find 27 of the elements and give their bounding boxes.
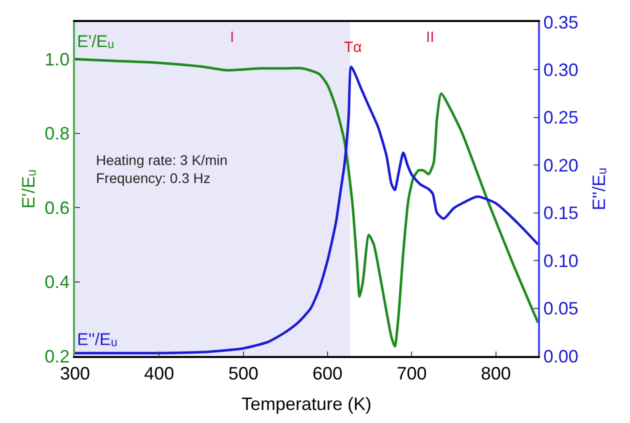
x-axis-title: Temperature (K): [241, 394, 372, 414]
y-tick-label: 0.6: [44, 198, 70, 218]
annotation: Frequency: 0.3 Hz: [96, 170, 210, 186]
y2-tick-label: 0.25: [543, 108, 578, 128]
annotation: Tα: [344, 39, 362, 56]
y-tick-label: 0.8: [44, 124, 70, 144]
y2-tick-label: 0.00: [543, 346, 578, 366]
y2-tick-label: 0.10: [543, 250, 578, 271]
annotation: Heating rate: 3 K/min: [96, 152, 228, 168]
y-tick-label: 0.4: [44, 272, 70, 292]
y2-tick-label: 0.30: [543, 60, 578, 80]
series-label: E'/Eᵤ: [77, 32, 114, 51]
x-tick-label: 800: [480, 363, 511, 384]
x-tick-label: 600: [312, 363, 343, 384]
annotation: I: [230, 29, 234, 46]
x-tick-label: 700: [396, 363, 427, 384]
annotation: II: [426, 29, 434, 46]
y2-tick-label: 0.05: [543, 298, 578, 319]
y2-tick-label: 0.20: [543, 155, 578, 176]
y-axis-title: E'/Eᵤ: [18, 169, 38, 209]
x-tick-label: 400: [144, 363, 174, 384]
y2-tick-label: 0.15: [543, 203, 578, 224]
y-tick-label: 1.0: [44, 49, 70, 70]
x-tick-label: 500: [228, 363, 258, 384]
y2-tick-label: 0.35: [543, 12, 578, 32]
series-label: E''/Eᵤ: [77, 330, 118, 349]
y2-axis-title: E''/Eᵤ: [588, 168, 609, 210]
